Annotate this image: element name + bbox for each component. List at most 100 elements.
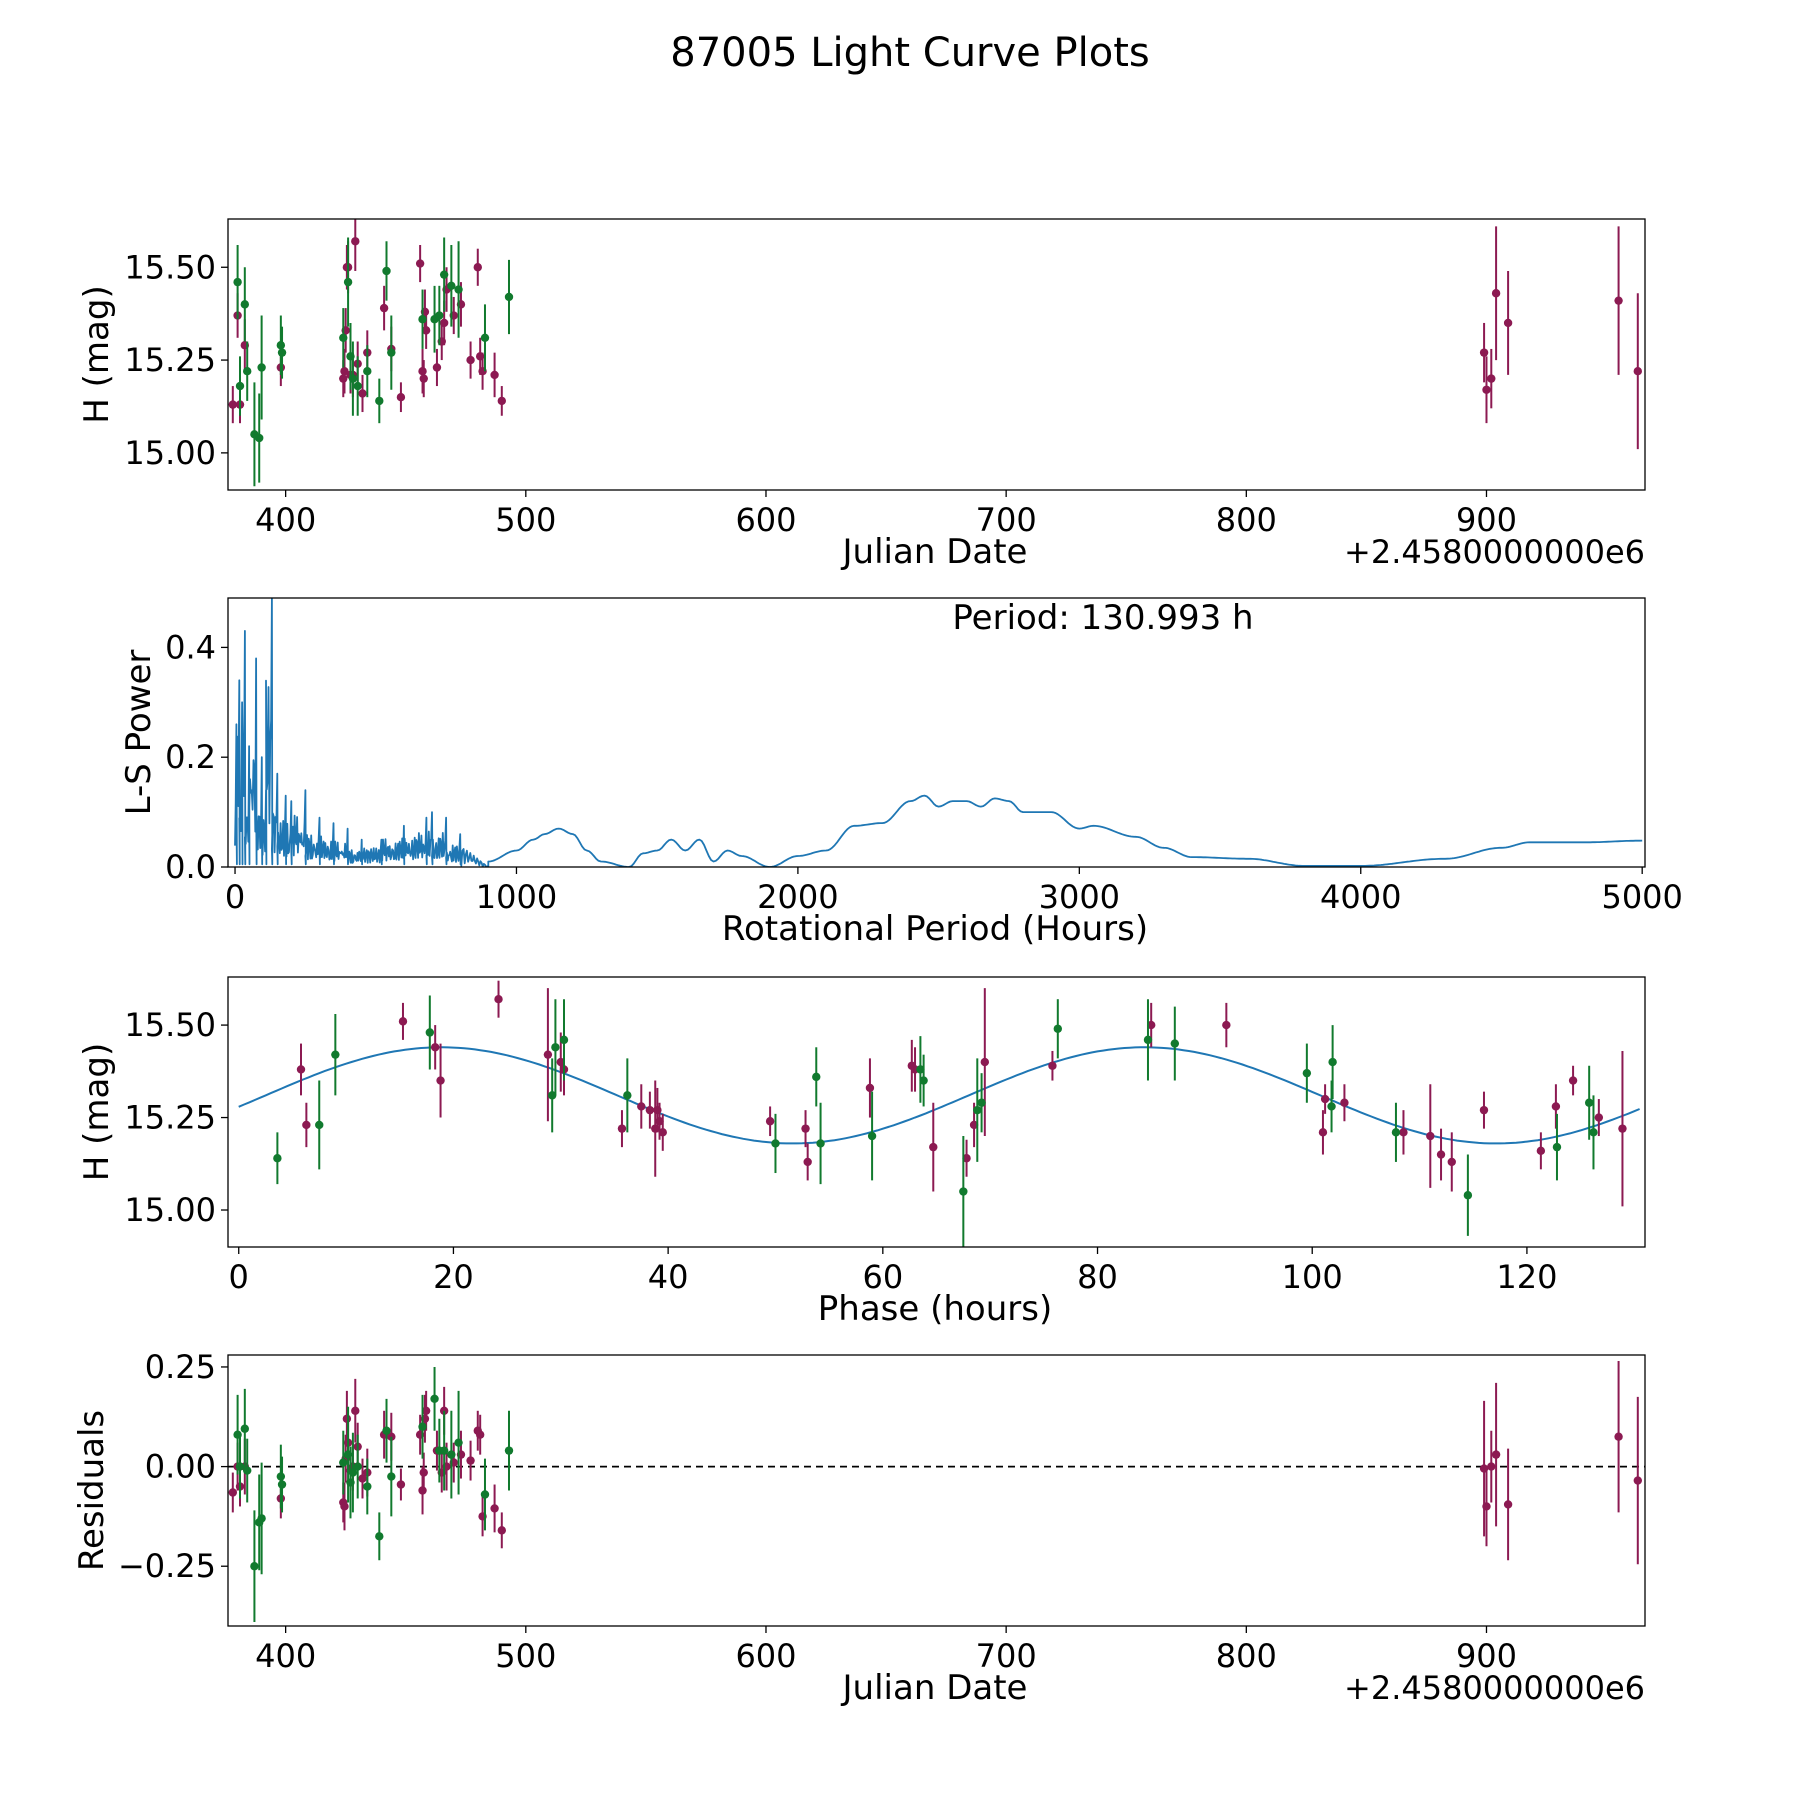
marker [623, 1091, 632, 1100]
marker [419, 1468, 428, 1477]
marker [490, 1504, 499, 1513]
band-a-data-point [617, 1110, 627, 1148]
band-b-data-point [1391, 1102, 1401, 1162]
marker [276, 1472, 286, 1481]
marker [801, 1124, 810, 1133]
x-tick-label: 500 [495, 501, 556, 539]
band-b-data-point [1584, 1065, 1594, 1140]
x-tick-label: 20 [433, 1258, 474, 1296]
band-a-data-point [466, 1440, 475, 1481]
band-b-data-point [1589, 1095, 1598, 1170]
y-tick-label: 15.25 [124, 341, 216, 379]
band-b-data-point [375, 1512, 384, 1561]
band-a-data-point [466, 341, 475, 379]
marker [339, 374, 348, 383]
band-b-data-point [504, 1410, 514, 1491]
marker [494, 994, 503, 1004]
band-a-data-point [1633, 293, 1642, 450]
marker [617, 1124, 627, 1133]
band-b-data-point [977, 1073, 986, 1133]
band-a-data-point [801, 1110, 810, 1148]
marker [339, 333, 348, 342]
y-tick-label: 15.00 [124, 434, 216, 472]
phase-folded-frame [227, 976, 1646, 1248]
marker [1589, 1128, 1598, 1137]
marker [257, 363, 266, 372]
marker [551, 1043, 560, 1052]
band-a-data-point [1487, 1430, 1496, 1503]
periodogram-frame [227, 597, 1646, 868]
band-b-data-point [339, 308, 348, 368]
marker [425, 1028, 435, 1037]
band-b-data-point [273, 1132, 282, 1185]
marker [387, 348, 396, 357]
marker [1584, 1098, 1594, 1107]
band-a-data-point [1482, 1466, 1491, 1547]
marker [398, 1017, 408, 1026]
marker [418, 1486, 427, 1495]
band-b-data-point [418, 1394, 427, 1459]
marker [1170, 1039, 1180, 1048]
x-tick-label: 4000 [1320, 878, 1401, 916]
band-b-data-point [812, 1047, 821, 1107]
marker [387, 1472, 396, 1481]
band-b-data-point [382, 241, 391, 301]
y-tick-label: 0.00 [145, 1448, 216, 1486]
marker [867, 1131, 877, 1141]
band-a-data-point [765, 1106, 775, 1137]
marker [351, 1406, 360, 1415]
marker [1568, 1076, 1578, 1085]
band-a-data-point [1503, 270, 1513, 375]
band-b-data-point [250, 1510, 259, 1623]
marker [1320, 1094, 1330, 1104]
band-b-data-point [240, 1388, 250, 1469]
band-b-data-point [547, 1058, 557, 1133]
band-a-data-point [419, 1452, 428, 1493]
marker [243, 367, 252, 376]
marker [1318, 1128, 1328, 1137]
marker [348, 1468, 358, 1477]
marker [1048, 1061, 1057, 1070]
periodogram-panel: 0 1000 2000 3000 4000 5000 0.0 0.2 0.4 Rotation… [119, 597, 1683, 949]
x-tick-label: 80 [1077, 1258, 1118, 1296]
band-a-data-point [1503, 1448, 1513, 1561]
marker [1552, 1142, 1562, 1152]
band-a-data-point [1614, 226, 1623, 375]
band-a-data-point [473, 248, 482, 286]
marker [331, 1050, 340, 1059]
marker [1327, 1102, 1336, 1111]
marker [379, 303, 389, 313]
marker [1536, 1146, 1546, 1156]
marker [962, 1154, 971, 1163]
band-a-data-point [1487, 348, 1496, 409]
marker [276, 341, 286, 350]
band-b-data-point [363, 1458, 372, 1515]
band-b-data-point [387, 1436, 396, 1517]
band-b-data-point [277, 1456, 287, 1513]
band-b-data-point [959, 1136, 968, 1247]
band-b-data-point [454, 241, 463, 338]
marker [1614, 296, 1623, 305]
band-a-data-point [415, 244, 425, 283]
band-a-data-point [1594, 1099, 1604, 1137]
sine-fit-curve [238, 1046, 1640, 1145]
band-b-data-point [257, 315, 266, 420]
marker [419, 374, 428, 383]
periodogram-x-ticks: 0 1000 2000 3000 4000 5000 [225, 867, 1683, 916]
marker [1463, 1191, 1473, 1200]
band-a-data-point [1048, 1050, 1057, 1081]
band-a-data-point [302, 1102, 311, 1148]
y-tick-label: 0.4 [165, 628, 216, 666]
band-a-data-point [358, 374, 367, 413]
x-tick-label: 40 [648, 1258, 689, 1296]
marker [233, 277, 242, 287]
residuals-x-ticks: 400 500 600 700 800 900 [255, 1626, 1517, 1675]
band-b-data-point [439, 237, 449, 312]
marker [812, 1072, 821, 1082]
band-a-data-point [1491, 1382, 1501, 1527]
marker [340, 1502, 349, 1511]
band-a-data-point [637, 1084, 646, 1129]
marker [257, 1514, 266, 1523]
band-b-data-point [1143, 999, 1153, 1081]
band-a-data-point [1426, 1084, 1435, 1188]
